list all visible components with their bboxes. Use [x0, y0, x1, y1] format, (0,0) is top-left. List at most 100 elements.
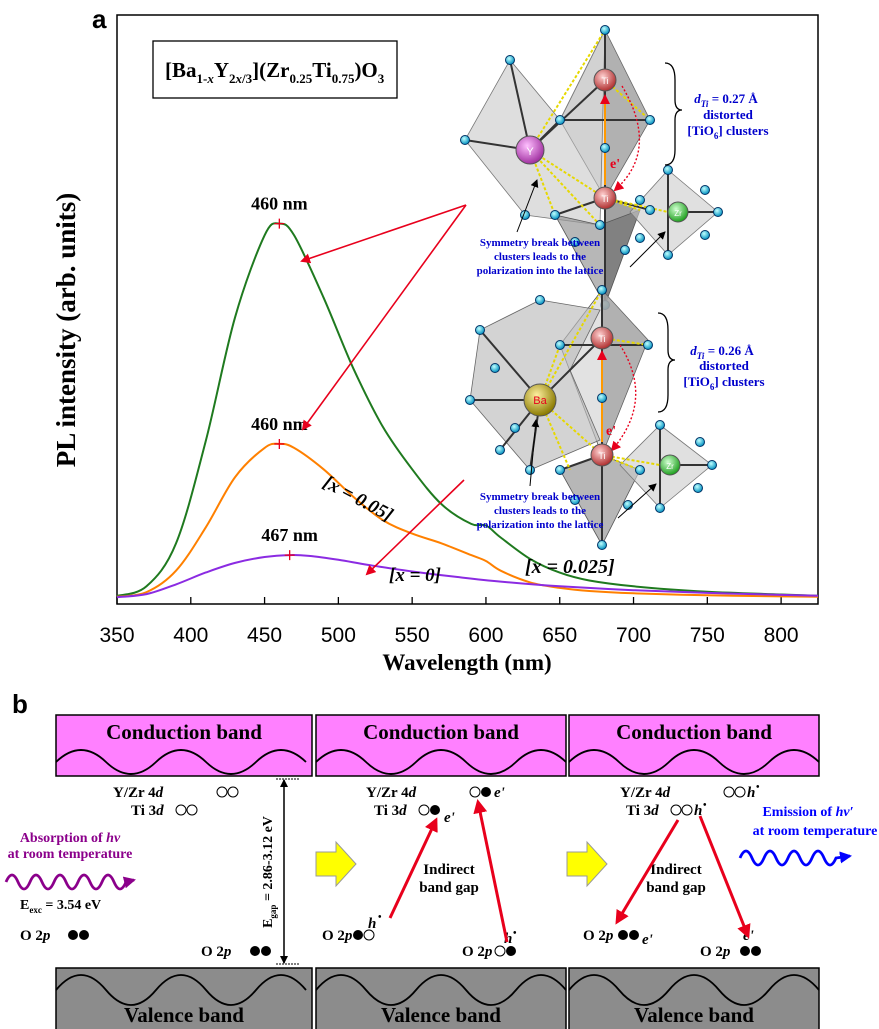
x-tick-label: 400: [173, 624, 208, 647]
svg-text:Zr: Zr: [674, 209, 682, 218]
formula-box: [Ba1-xY2x/3](Zr0.25Ti0.75)O3: [152, 40, 398, 99]
absorption-wave: [4, 873, 136, 891]
svg-text:Y/Zr 4d: Y/Zr 4d: [620, 785, 671, 801]
svg-text:Symmetry break between: Symmetry break between: [480, 491, 600, 503]
svg-text:Conduction band: Conduction band: [363, 720, 519, 744]
label-x-0.025: [x = 0.025]: [525, 556, 615, 578]
svg-text:•: •: [703, 800, 707, 811]
absorption-label: Absorption of hν at room temperature: [8, 831, 133, 862]
svg-text:Valence band: Valence band: [381, 1003, 501, 1027]
svg-text:Emission of hν′: Emission of hν′: [762, 805, 853, 820]
svg-text:Ti 3d: Ti 3d: [131, 803, 164, 819]
x-tick-label: 700: [616, 624, 651, 647]
svg-text:Absorption of hν: Absorption of hν: [20, 831, 121, 846]
svg-text:Y/Zr 4d: Y/Zr 4d: [366, 785, 417, 801]
x-tick-label: 350: [99, 624, 134, 647]
x-tick-label: 750: [690, 624, 725, 647]
svg-text:distorted: distorted: [703, 107, 754, 122]
svg-text:O 2p: O 2p: [322, 928, 353, 944]
svg-text:at room temperature: at room temperature: [8, 847, 133, 862]
svg-text:band gap: band gap: [646, 880, 706, 896]
svg-text:e': e': [444, 810, 455, 826]
svg-text:at room temperature: at room temperature: [753, 824, 878, 839]
excitation-arrows: [388, 799, 509, 943]
svg-text:Symmetry break between: Symmetry break between: [480, 237, 600, 249]
svg-text:[TiO6] clusters: [TiO6] clusters: [683, 374, 764, 392]
svg-text:O 2p: O 2p: [20, 928, 51, 944]
peak-label: 467 nm: [261, 525, 318, 545]
pointer-arrows: [300, 204, 467, 576]
x-tick-label: 650: [542, 624, 577, 647]
peak-label: 460 nm: [251, 194, 308, 214]
svg-text:Ti: Ti: [598, 451, 605, 461]
svg-text:Egap = 2.86-3.12 eV: Egap = 2.86-3.12 eV: [261, 816, 278, 928]
svg-text:clusters leads to the: clusters leads to the: [494, 251, 586, 263]
panel-b-label: b: [12, 689, 28, 719]
svg-text:Ba: Ba: [533, 395, 547, 407]
label-x-0: [x = 0]: [389, 565, 441, 586]
peak-markers: 460 nm 460 nm 467 nm: [251, 194, 318, 561]
svg-text:Ti 3d: Ti 3d: [374, 803, 407, 819]
svg-text:[TiO6] clusters: [TiO6] clusters: [687, 123, 768, 141]
svg-text:Ti: Ti: [601, 194, 608, 204]
x-axis-label: Wavelength (nm): [382, 650, 551, 675]
svg-text:e': e': [494, 785, 505, 801]
emission-wave: [738, 849, 852, 867]
process-arrows: [315, 840, 608, 888]
x-tick-label: 500: [321, 624, 356, 647]
label-x-0.05: [x = 0.05]: [320, 472, 397, 526]
svg-text:•: •: [756, 782, 760, 793]
formula: [Ba1-xY2x/3](Zr0.25Ti0.75)O3: [165, 58, 385, 86]
svg-text:Valence band: Valence band: [634, 1003, 754, 1027]
svg-text:e': e': [642, 932, 653, 948]
series-line-0: [116, 222, 819, 597]
svg-text:Conduction band: Conduction band: [616, 720, 772, 744]
x-ticks: 350 400 450 500 550 600 650 700 750 800: [99, 597, 799, 647]
crystal-structure-top: e' Y Ti Ti Zr dTi = 0.27 Å distorted [Ti…: [460, 25, 769, 310]
band-diagram-emission: Y/Zr 4d h • Ti 3d h • Indirect band gap O …: [583, 782, 761, 960]
crystal-structure-bottom: e' Ba Ti Ti Zr dTi = 0.26 Å distorted [T…: [465, 285, 765, 550]
svg-text:h: h: [504, 931, 512, 947]
svg-text:Ti: Ti: [598, 334, 605, 344]
valence-bands: Valence band Valence band Valence band: [55, 967, 820, 1029]
band-diagram-excited: Y/Zr 4d e' Ti 3d e' Indirect band gap O …: [322, 785, 517, 960]
panel-a-label: a: [92, 4, 107, 34]
electron-label-top: e': [610, 157, 620, 172]
svg-text:band gap: band gap: [419, 880, 479, 896]
svg-text:h: h: [747, 785, 755, 801]
plot-frame: [116, 14, 819, 605]
peak-label: 460 nm: [251, 414, 308, 434]
x-tick-label: 550: [395, 624, 430, 647]
emission-arrows: [615, 815, 751, 939]
y-axis-label: PL intensity (arb. units): [51, 193, 81, 468]
band-gap-marker: Egap = 2.86-3.12 eV: [261, 778, 300, 965]
svg-text:O 2p: O 2p: [583, 928, 614, 944]
svg-text:Conduction band: Conduction band: [106, 720, 262, 744]
svg-text:Zr: Zr: [666, 462, 674, 471]
svg-text:clusters leads to the: clusters leads to the: [494, 505, 586, 517]
emission-label: Emission of hν′ at room temperature: [753, 805, 878, 839]
svg-text:distorted: distorted: [699, 358, 750, 373]
svg-text:Ti 3d: Ti 3d: [626, 803, 659, 819]
svg-text:polarization into the lattice: polarization into the lattice: [477, 519, 604, 531]
o2p-left: O 2p: [20, 928, 89, 944]
x-tick-label: 450: [247, 624, 282, 647]
series-line-1: [116, 442, 819, 598]
svg-text:•: •: [378, 912, 382, 923]
band-diagram-initial: Y/Zr 4d Ti 3d O 2p: [113, 785, 271, 960]
svg-text:h: h: [368, 916, 376, 932]
svg-text:dTi = 0.26 Å: dTi = 0.26 Å: [690, 343, 754, 361]
svg-text:dTi = 0.27 Å: dTi = 0.27 Å: [694, 91, 758, 109]
svg-text:Indirect: Indirect: [423, 862, 474, 878]
excitation-energy: Eexc = 3.54 eV: [20, 898, 101, 915]
conduction-bands: Conduction band Conduction band Conducti…: [55, 714, 820, 777]
svg-text:polarization into the lattice: polarization into the lattice: [477, 265, 604, 277]
svg-text:Valence band: Valence band: [124, 1003, 244, 1027]
svg-text:O 2p: O 2p: [201, 944, 232, 960]
svg-text:h: h: [694, 803, 702, 819]
svg-text:O 2p: O 2p: [700, 944, 731, 960]
peak-marker: [274, 438, 285, 449]
svg-text:Ti: Ti: [601, 76, 608, 86]
svg-text:Y/Zr 4d: Y/Zr 4d: [113, 785, 164, 801]
